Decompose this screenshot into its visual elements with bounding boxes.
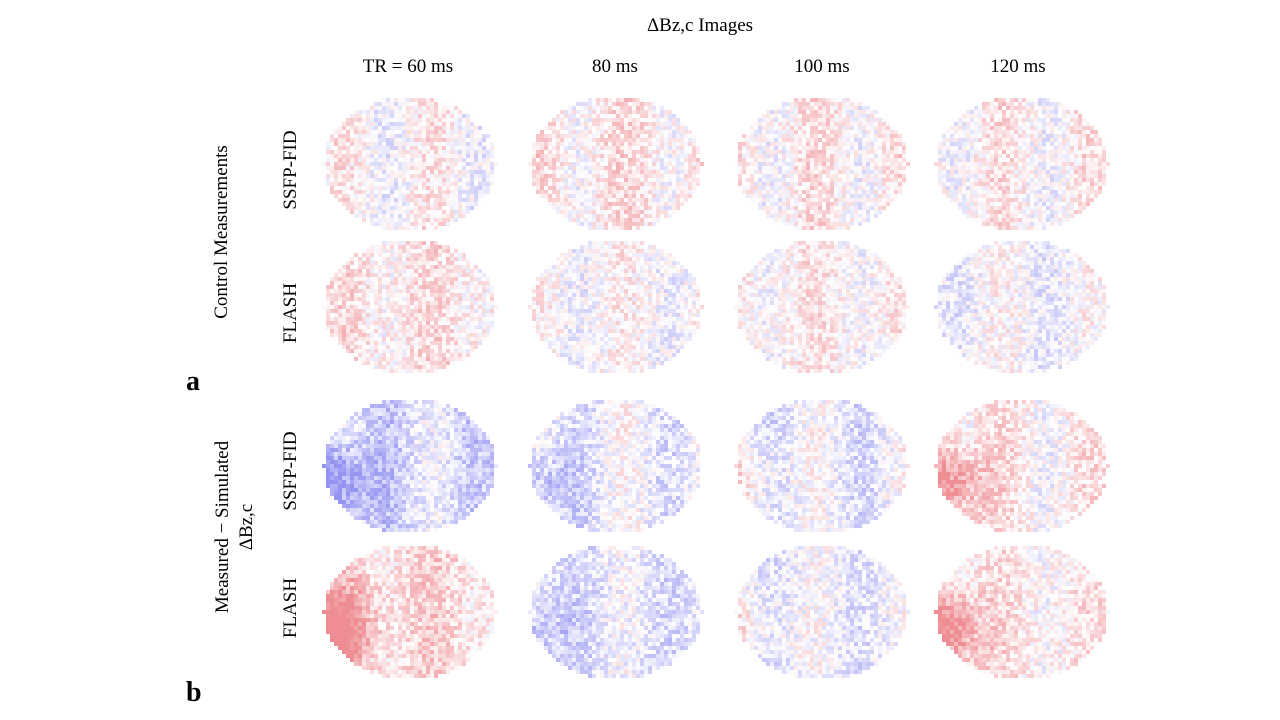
panel-a-letter: a [186, 366, 200, 397]
panel-a-row-label-flash: FLASH [280, 282, 301, 344]
figure-title: ΔBz,c Images [646, 15, 754, 36]
panel-b-group-label-line2: ΔBz,c [236, 503, 257, 551]
control-flash-tr100-image [730, 233, 914, 381]
difference-ssfp-fid-tr80-image [524, 392, 708, 540]
control-ssfp-fid-tr100-image [730, 90, 914, 238]
column-header-tr-120: 120 ms [990, 56, 1046, 77]
difference-ssfp-fid-tr100-image [730, 392, 914, 540]
control-ssfp-fid-tr120-image [930, 90, 1114, 238]
control-flash-tr120-image [930, 233, 1114, 381]
difference-ssfp-fid-tr60-image [318, 392, 502, 540]
panel-b-row-label-flash: FLASH [280, 577, 301, 639]
panel-b-group-label-line1: Measured − Simulated [212, 440, 233, 614]
difference-flash-tr60-image [318, 538, 502, 686]
column-header-tr-100: 100 ms [794, 56, 850, 77]
control-flash-tr60-image [318, 233, 502, 381]
difference-flash-tr120-image [930, 538, 1114, 686]
panel-b-group-label: Measured − Simulated ΔBz,c [211, 441, 259, 613]
difference-ssfp-fid-tr120-image [930, 392, 1114, 540]
column-header-tr-80: 80 ms [592, 56, 638, 77]
control-ssfp-fid-tr60-image [318, 90, 502, 238]
control-flash-tr80-image [524, 233, 708, 381]
difference-flash-tr100-image [730, 538, 914, 686]
panel-b-letter: b [186, 677, 202, 708]
panel-a-row-label-ssfp-fid: SSFP-FID [280, 130, 301, 210]
difference-flash-tr80-image [524, 538, 708, 686]
column-header-tr-60: TR = 60 ms [362, 56, 454, 77]
control-ssfp-fid-tr80-image [524, 90, 708, 238]
panel-a-group-label: Control Measurements [211, 145, 232, 319]
panel-b-row-label-ssfp-fid: SSFP-FID [280, 431, 301, 511]
